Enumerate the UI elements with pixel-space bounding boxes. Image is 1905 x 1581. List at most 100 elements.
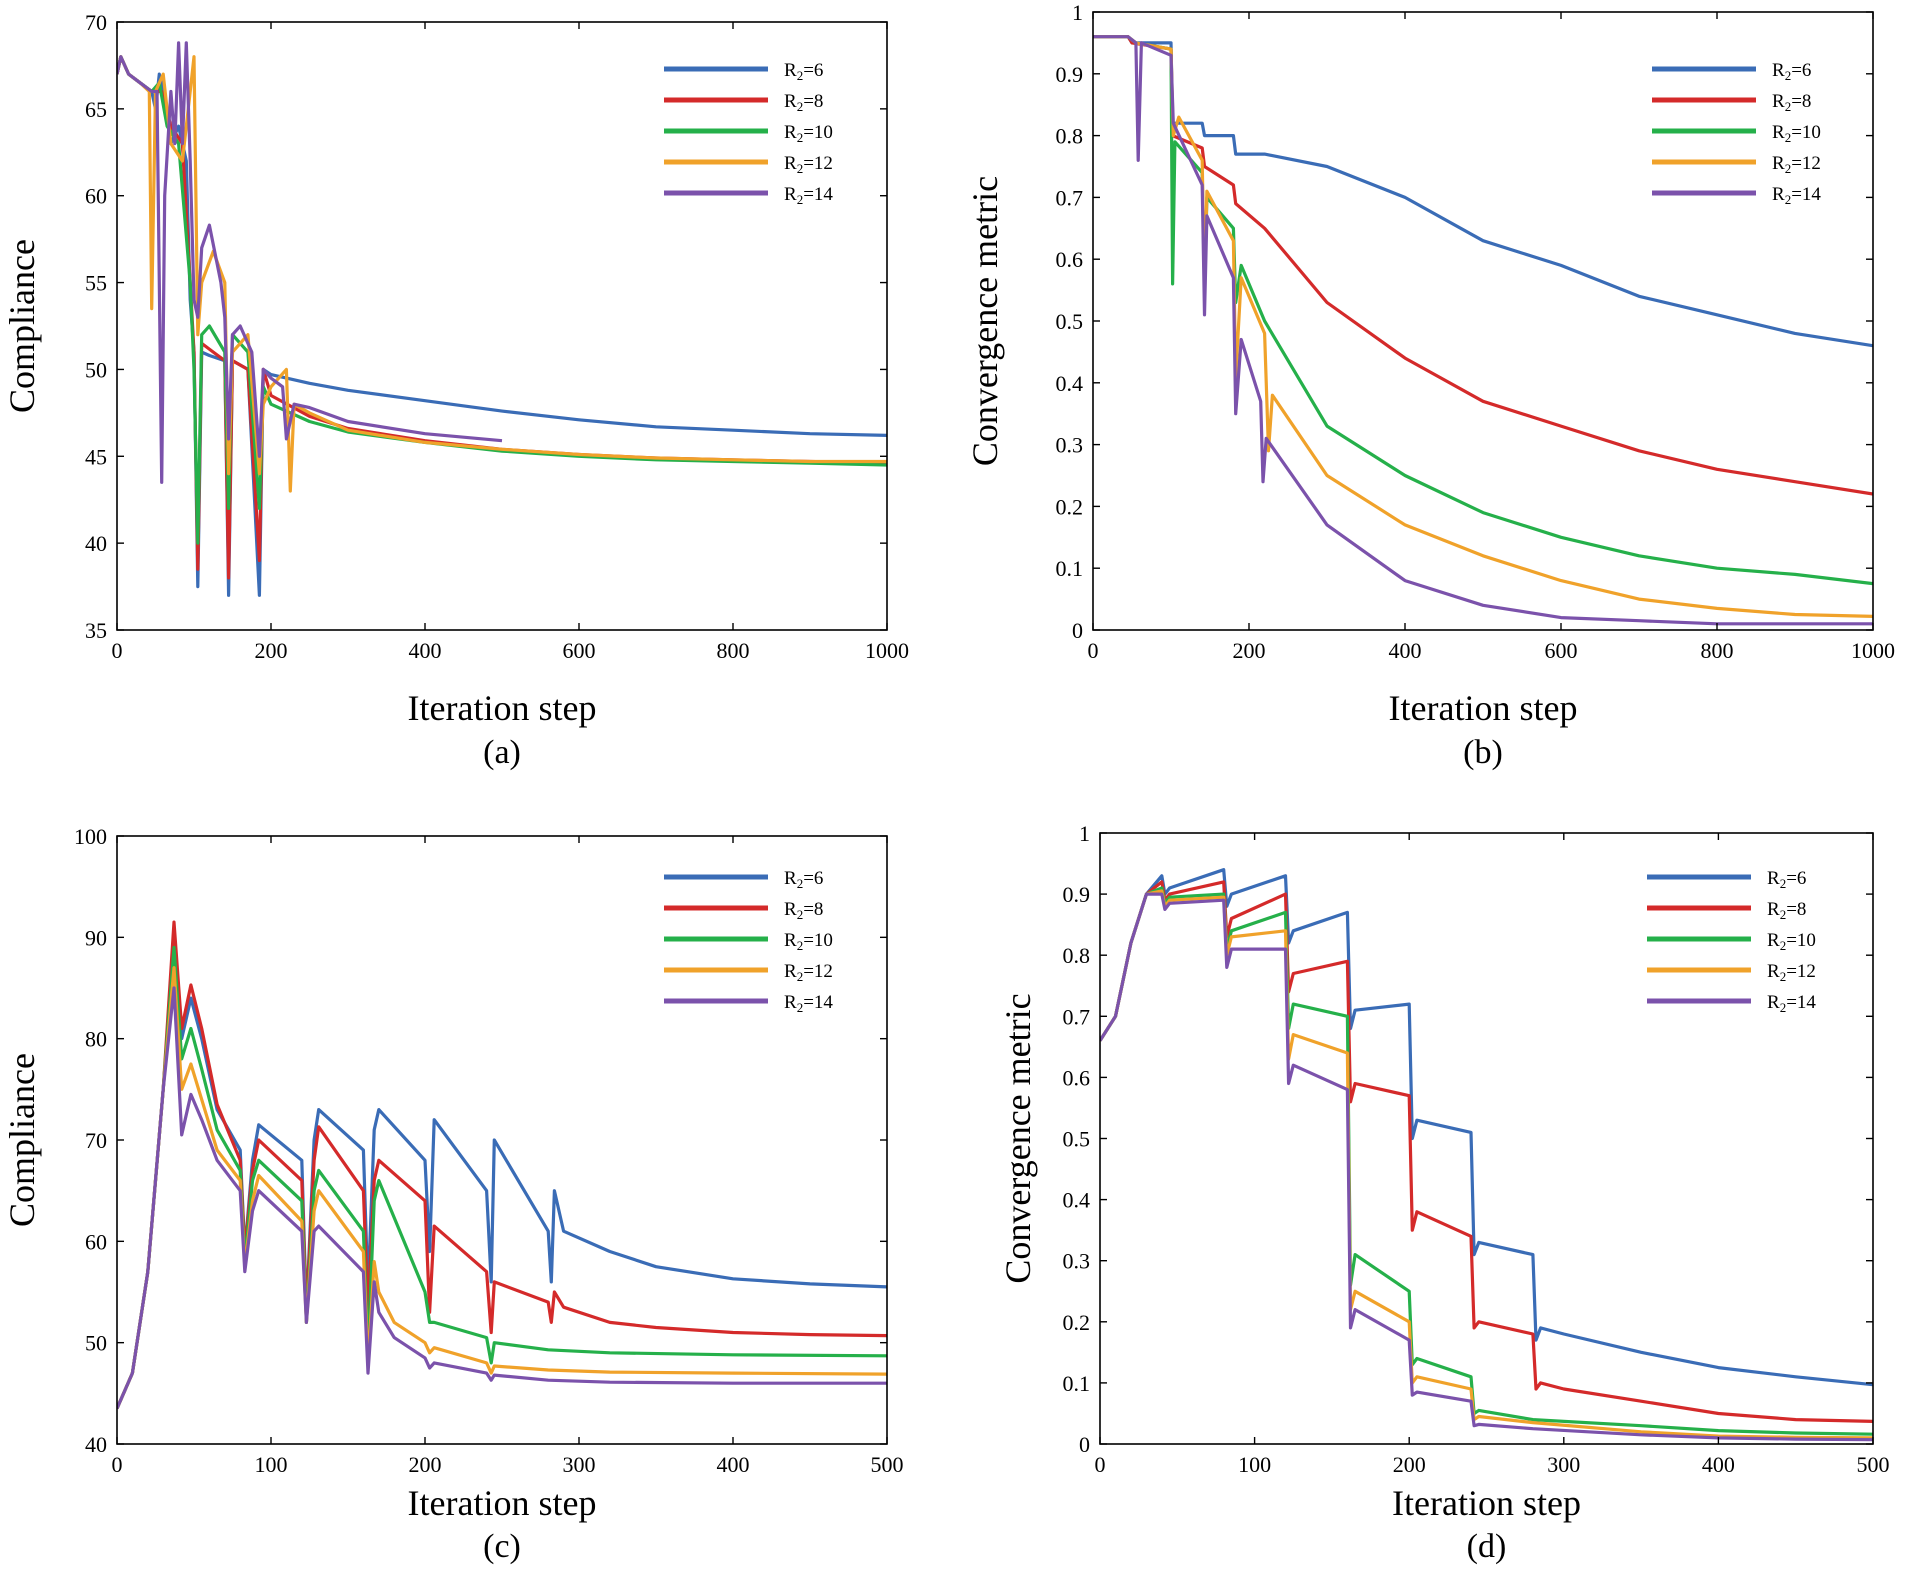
legend-entry-value: =8 bbox=[803, 899, 823, 920]
x-tick-label: 0 bbox=[1095, 1452, 1106, 1477]
plot-frame bbox=[1099, 832, 1874, 1445]
series-lines bbox=[1100, 868, 1873, 1442]
legend-entry-subscript: 2 bbox=[1785, 192, 1792, 207]
y-tick-label: 0.4 bbox=[1063, 1188, 1091, 1213]
y-tick-label: 1 bbox=[1079, 821, 1090, 846]
x-tick-label: 400 bbox=[1702, 1452, 1735, 1477]
y-tick-label: 40 bbox=[85, 531, 107, 556]
legend-entry-subscript: 2 bbox=[1785, 99, 1792, 114]
legend-entry-subscript: 2 bbox=[797, 876, 804, 891]
x-tick-label: 400 bbox=[717, 1452, 750, 1477]
x-axis-label: Iteration step bbox=[408, 688, 597, 728]
legend-entry-subscript: 2 bbox=[1780, 876, 1787, 891]
y-tick-label: 70 bbox=[85, 1128, 107, 1153]
x-tick-label: 200 bbox=[255, 638, 288, 663]
series-line-r2-10 bbox=[1093, 35, 1873, 586]
legend-entry-value: =6 bbox=[803, 868, 823, 889]
legend-entry: R2=8 bbox=[784, 91, 823, 114]
x-tick-label: 400 bbox=[409, 638, 442, 663]
chart-panel-3: 0 100 200 300 400 500 40 50 60 70 80 90 100 Iteration… bbox=[2, 824, 904, 1565]
series-line-r2-10 bbox=[117, 945, 887, 1410]
y-tick-label: 0.9 bbox=[1063, 882, 1091, 907]
legend-entry-subscript: 2 bbox=[1780, 969, 1787, 984]
legend-entry-r: R bbox=[784, 153, 797, 174]
legend-entry-value: =14 bbox=[1786, 992, 1816, 1013]
legend-entry-subscript: 2 bbox=[1785, 161, 1792, 176]
legend-entry-r: R bbox=[784, 60, 797, 81]
y-tick-label: 0.5 bbox=[1063, 1127, 1091, 1152]
legend-entry-r: R bbox=[1767, 930, 1780, 951]
legend-entry-value: =10 bbox=[803, 930, 833, 951]
y-axis-label: Compliance bbox=[2, 239, 42, 413]
legend-entry-value: =14 bbox=[803, 992, 833, 1013]
x-tick-label: 100 bbox=[255, 1452, 288, 1477]
legend-entry-r: R bbox=[784, 122, 797, 143]
y-tick-label: 0.9 bbox=[1056, 62, 1084, 87]
chart-panel-2: 0 200 400 600 800 1000 0 0.1 0.2 0.3 0.4 0.5 0.6 0.7 0… bbox=[965, 0, 1895, 771]
x-tick-label: 500 bbox=[1857, 1452, 1890, 1477]
legend-entry-subscript: 2 bbox=[797, 969, 804, 984]
y-tick-label: 0.3 bbox=[1056, 433, 1084, 458]
legend-entry-value: =14 bbox=[1791, 184, 1821, 205]
x-tick-label: 300 bbox=[1547, 1452, 1580, 1477]
legend-entry-subscript: 2 bbox=[797, 192, 804, 207]
legend-entry-value: =14 bbox=[803, 184, 833, 205]
y-tick-label: 0.2 bbox=[1056, 494, 1084, 519]
x-tick-label: 100 bbox=[1238, 1452, 1271, 1477]
x-axis-label: Iteration step bbox=[1392, 1483, 1581, 1523]
x-tick-label: 1000 bbox=[1851, 638, 1895, 663]
legend-entry-subscript: 2 bbox=[1780, 1000, 1787, 1015]
y-tick-label: 50 bbox=[85, 357, 107, 382]
legend-entry-value: =12 bbox=[803, 961, 833, 982]
y-axis-label: Convergence metric bbox=[998, 993, 1038, 1283]
series-line-r2-8 bbox=[117, 920, 887, 1410]
legend-entry: R2=10 bbox=[1767, 930, 1816, 953]
legend-entry-r: R bbox=[1772, 122, 1785, 143]
x-tick-label: 800 bbox=[1701, 638, 1734, 663]
panel-label: (b) bbox=[1463, 734, 1503, 771]
x-tick-label: 1000 bbox=[865, 638, 909, 663]
legend-entry: R2=14 bbox=[784, 992, 833, 1015]
legend-entry-subscript: 2 bbox=[1780, 938, 1787, 953]
y-tick-label: 0.2 bbox=[1063, 1310, 1091, 1335]
x-tick-label: 600 bbox=[563, 638, 596, 663]
y-tick-label: 90 bbox=[85, 925, 107, 950]
legend-entry-r: R bbox=[1772, 60, 1785, 81]
x-axis-label: Iteration step bbox=[1389, 688, 1578, 728]
panel-label: (a) bbox=[483, 734, 521, 771]
legend-entry-r: R bbox=[784, 868, 797, 889]
legend-entry-r: R bbox=[1767, 868, 1780, 889]
series-line-r2-14 bbox=[1100, 892, 1873, 1442]
legend-entry-value: =12 bbox=[1786, 961, 1816, 982]
series-line-r2-12 bbox=[1093, 35, 1873, 618]
series-line-r2-8 bbox=[1093, 35, 1873, 496]
y-tick-label: 0.1 bbox=[1056, 556, 1084, 581]
panel-label: (c) bbox=[483, 1528, 521, 1565]
legend-entry-subscript: 2 bbox=[797, 1000, 804, 1015]
legend-entry-subscript: 2 bbox=[1785, 130, 1792, 145]
y-tick-label: 60 bbox=[85, 184, 107, 209]
y-tick-label: 50 bbox=[85, 1331, 107, 1356]
legend-entry: R2=6 bbox=[1772, 60, 1811, 83]
legend-entry: R2=12 bbox=[784, 153, 833, 176]
series-line-r2-12 bbox=[1100, 889, 1873, 1440]
y-tick-label: 0.7 bbox=[1063, 1004, 1091, 1029]
legend-entry-subscript: 2 bbox=[797, 99, 804, 114]
x-tick-label: 600 bbox=[1545, 638, 1578, 663]
y-tick-label: 0.5 bbox=[1056, 309, 1084, 334]
legend-entry: R2=12 bbox=[1767, 961, 1816, 984]
y-tick-label: 0.3 bbox=[1063, 1249, 1091, 1274]
x-tick-label: 200 bbox=[1233, 638, 1266, 663]
legend-entry-r: R bbox=[784, 184, 797, 205]
y-tick-label: 80 bbox=[85, 1027, 107, 1052]
y-axis-label: Convergence metric bbox=[965, 176, 1005, 466]
legend-entry-subscript: 2 bbox=[797, 161, 804, 176]
legend-entry-r: R bbox=[784, 899, 797, 920]
legend-entry: R2=12 bbox=[1772, 153, 1821, 176]
y-tick-label: 0.8 bbox=[1056, 124, 1084, 149]
legend-entry-r: R bbox=[1767, 992, 1780, 1013]
series-line-r2-14 bbox=[117, 986, 887, 1410]
